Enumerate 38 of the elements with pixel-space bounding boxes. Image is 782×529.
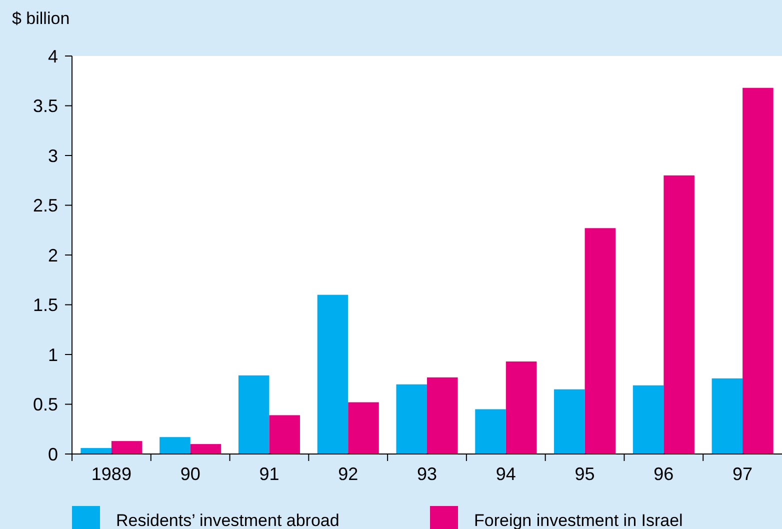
y-tick-label: 4	[48, 46, 58, 66]
bar	[348, 402, 379, 454]
x-tick-label: 97	[732, 464, 753, 484]
y-tick-label: 1	[48, 344, 58, 365]
bar	[554, 389, 585, 454]
bar	[190, 444, 222, 454]
y-tick-label: 2.5	[32, 196, 58, 216]
bar	[111, 441, 142, 454]
y-tick-label: 2	[48, 245, 58, 266]
y-tick-label: 1.5	[32, 295, 58, 316]
bar	[664, 175, 694, 454]
bar	[238, 375, 270, 454]
x-tick-label: 91	[259, 464, 280, 484]
bar	[475, 409, 506, 454]
bar	[80, 448, 112, 454]
x-tick-label: 94	[496, 464, 516, 484]
bar	[742, 88, 774, 454]
bar	[584, 228, 616, 454]
x-tick-label: 95	[574, 464, 595, 484]
y-tick-label: 3.5	[32, 96, 58, 116]
bar	[269, 415, 300, 454]
y-tick-label: 0.5	[32, 394, 58, 415]
bar	[317, 294, 348, 454]
legend-label: Residents’ investment abroad	[116, 511, 340, 529]
y-tick-label: 0	[48, 444, 58, 464]
y-axis-title: $ billion	[12, 9, 70, 28]
bar	[427, 377, 458, 454]
y-tick-label: 3	[48, 146, 58, 166]
x-tick-label: 96	[654, 464, 674, 484]
bar	[396, 384, 427, 454]
x-tick-label: 90	[180, 464, 200, 484]
bar	[506, 361, 537, 454]
bar	[160, 437, 190, 454]
x-tick-label: 1989	[91, 464, 132, 484]
bar	[712, 378, 743, 454]
x-tick-label: 93	[416, 464, 438, 484]
x-tick-label: 92	[338, 464, 358, 484]
bar	[632, 385, 664, 454]
